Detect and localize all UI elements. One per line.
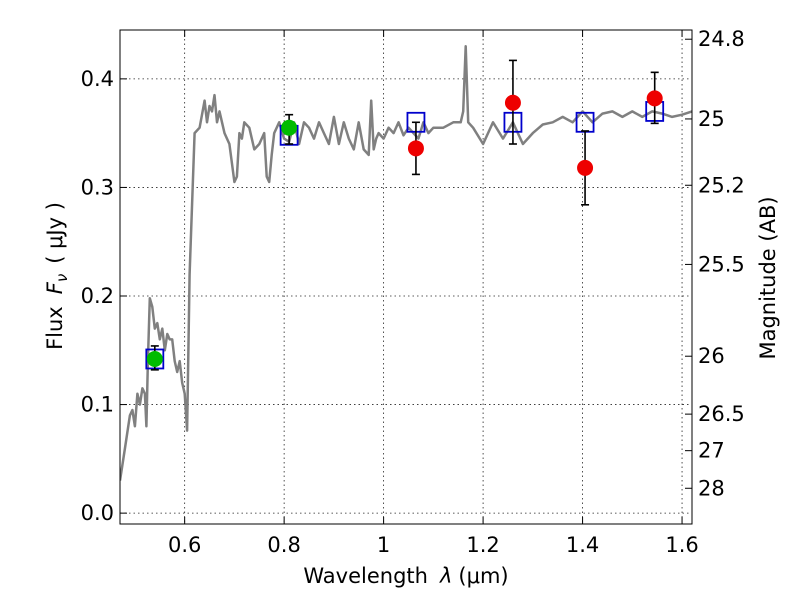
x-tick-label: 1.4 [566,533,599,557]
y2-tick-label: 26 [698,344,725,368]
x-tick-label: 1 [377,533,390,557]
y2-tick-label: 26.5 [698,402,745,426]
plot-area [120,45,692,481]
y2-tick-label: 28 [698,476,725,500]
x-tick-label: 1.2 [466,533,499,557]
observed-point-green [146,350,163,367]
observed-point-red [646,90,663,107]
observed-point-red [504,94,521,111]
observed-point-red [407,140,424,157]
y2-tick-label: 24.8 [698,27,745,51]
x-tick-label: 0.8 [267,533,300,557]
x-tick-label: 0.6 [168,533,201,557]
y2-axis-label: Magnitude (AB) [756,196,780,359]
axis-ticks: 0.6 0.8 1 1.2 1.4 1.6 0.0 0.1 0.2 0.3 0.4 24.8 25 25.… [81,27,745,557]
observed-point-red [577,159,594,176]
x-axis-label: Wavelength λ (μm) [303,564,508,588]
axes-frame [119,29,693,525]
y-tick-label: 0.3 [81,175,114,199]
y2-tick-label: 27 [698,439,725,463]
y-tick-label: 0.4 [81,67,114,91]
y2-tick-label: 25.5 [698,252,745,276]
y-tick-label: 0.0 [81,501,114,525]
x-tick-label: 1.6 [665,533,698,557]
observed-point-green [281,119,298,136]
y-tick-label: 0.1 [81,393,114,417]
y2-tick-label: 25.2 [698,173,745,197]
spectrum-line [120,45,692,481]
y-tick-label: 0.2 [81,284,114,308]
y-axis-label: FluxFν( μJy ) [43,202,71,350]
y2-tick-label: 25 [698,107,725,131]
